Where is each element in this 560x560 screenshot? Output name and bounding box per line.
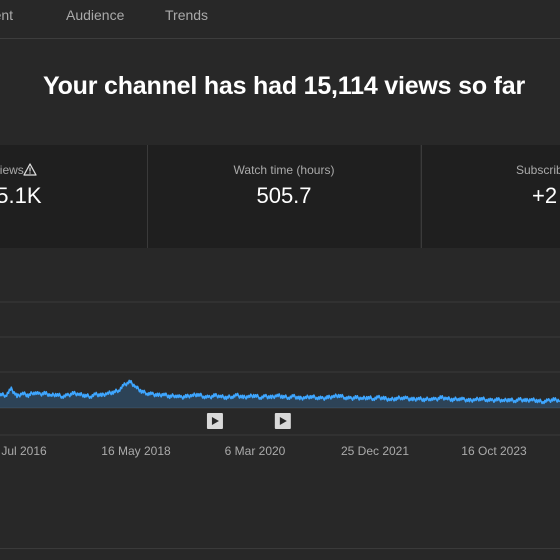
x-tick-label: 25 Dec 2021 (341, 444, 409, 458)
metric-card-views[interactable]: Views 15.1K (0, 145, 147, 248)
play-icon[interactable] (206, 413, 223, 429)
chart-x-axis: Jul 2016 16 May 2018 6 Mar 2020 25 Dec 2021… (1, 444, 527, 458)
tab-trends[interactable]: Trends (165, 7, 209, 23)
metric-label: Subscribers (516, 163, 560, 177)
chart-series (0, 379, 560, 408)
chart-gridlines (0, 301, 560, 436)
page-headline: Your channel has had 15,114 views so far (42, 72, 526, 100)
card-divider (147, 145, 148, 248)
metric-value: 15.1K (0, 183, 42, 208)
x-tick-label: Jul 2016 (1, 444, 47, 458)
series-line[interactable] (0, 379, 560, 405)
x-tick-label: 16 May 2018 (101, 444, 171, 458)
metric-value: 505.7 (256, 183, 312, 208)
metric-card-watch-time[interactable]: Watch time (hours) 505.7 (148, 145, 420, 248)
x-tick-label: 6 Mar 2020 (225, 444, 286, 458)
tab-bar: Content Audience Trends (0, 0, 560, 39)
metric-label: Views (0, 163, 24, 177)
divider (0, 548, 560, 549)
metric-card-subscribers[interactable]: Subscribers +2 (422, 145, 560, 248)
x-tick-label: 16 Oct 2023 (461, 444, 527, 458)
metric-cards: Views 15.1K Watch time (hours) 505.7 Sub… (0, 145, 560, 248)
play-icon[interactable] (274, 413, 291, 429)
views-chart[interactable]: Jul 2016 16 May 2018 6 Mar 2020 25 Dec 2021… (0, 262, 560, 462)
warning-icon (23, 163, 37, 176)
tab-audience[interactable]: Audience (66, 7, 125, 23)
card-divider (421, 145, 422, 248)
chart-markers (206, 413, 291, 429)
tab-content[interactable]: Content (0, 7, 14, 23)
series-area (0, 380, 560, 408)
metric-value: +2 (532, 183, 558, 208)
metric-label: Watch time (hours) (233, 163, 335, 177)
